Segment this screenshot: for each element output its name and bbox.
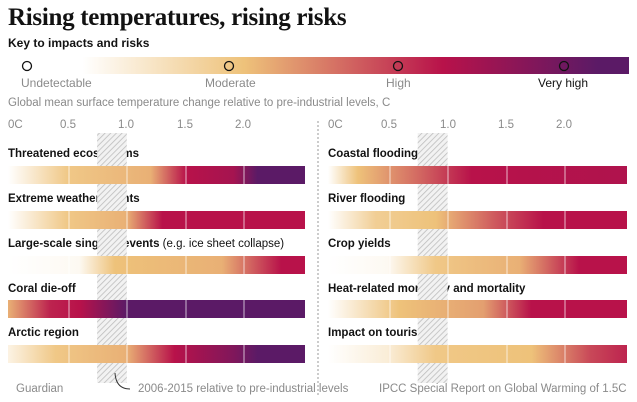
risk-bar [328, 211, 627, 229]
axis-subtitle: Global mean surface temperature change r… [8, 97, 391, 109]
risk-bar [8, 211, 305, 229]
tick-label: 1.5 [498, 119, 514, 131]
key-label-undetectable: Undetectable [21, 76, 92, 90]
key-marker [223, 60, 235, 72]
risk-bar [328, 345, 627, 363]
tick-label: 2.0 [556, 119, 572, 131]
risk-bar [328, 256, 627, 274]
key-label-very-high: Very high [538, 76, 589, 90]
row-label: Arctic region [8, 327, 79, 339]
risk-bar [8, 345, 305, 363]
row-label: Impact on tourism [328, 327, 428, 339]
key-color-bar [8, 57, 629, 74]
risk-bar [8, 256, 305, 274]
tick-label: 0.5 [381, 119, 397, 131]
key-scale [8, 57, 629, 74]
risk-bar [328, 300, 627, 318]
key-label-high: High [386, 76, 411, 90]
tick-label: 0C [8, 119, 23, 131]
row-label: Coral die-off [8, 283, 76, 295]
risk-bar [8, 300, 305, 318]
report-source: IPCC Special Report on Global Warming of… [379, 383, 627, 395]
band-note-connector [114, 372, 131, 390]
tick-label: 0.5 [60, 119, 76, 131]
key-marker [21, 60, 33, 72]
tick-label: 1.0 [440, 119, 456, 131]
key-marker [558, 60, 570, 72]
tick-label: 0C [328, 119, 343, 131]
tick-label: 1.5 [177, 119, 193, 131]
page-title: Rising temperatures, rising risks [8, 4, 347, 31]
key-label-moderate: Moderate [205, 76, 256, 90]
plot-area [8, 121, 627, 395]
key-title: Key to impacts and risks [8, 36, 150, 50]
risk-bar [328, 166, 627, 184]
tick-label: 1.0 [118, 119, 134, 131]
row-label: Crop yields [328, 238, 391, 250]
row-label: River flooding [328, 193, 406, 205]
band-note: 2006-2015 relative to pre-industrial lev… [138, 383, 349, 395]
row-label: Coastal flooding [328, 148, 419, 160]
tick-label: 2.0 [235, 119, 251, 131]
risk-bar [8, 166, 305, 184]
key-marker [392, 60, 404, 72]
source-credit: Guardian [16, 383, 64, 395]
